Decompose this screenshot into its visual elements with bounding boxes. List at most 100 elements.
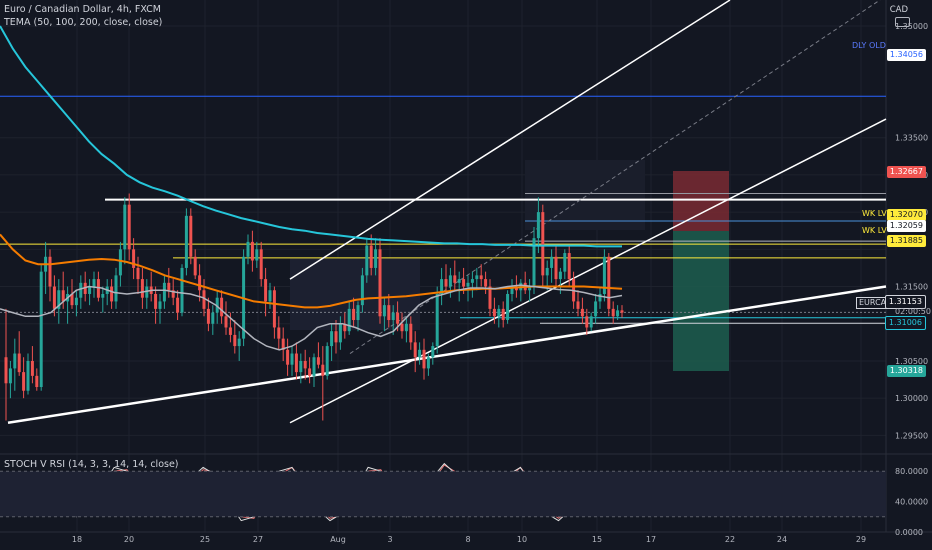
candle-body [475,275,479,280]
candle-body [114,275,118,302]
osc-tick-label: 40.0000 [895,498,928,507]
candle-body [536,212,540,239]
candle-body [118,249,122,276]
candle-body [70,293,74,306]
wk-lv-text-2: WK LV [862,226,887,235]
candle-body [492,308,496,317]
candle-body [435,293,439,347]
price-tick-label: 1.30000 [895,394,928,403]
candle-body [211,312,215,324]
candle-body [338,323,342,343]
candle-body [321,364,325,376]
candle-body [369,245,373,268]
price-tick-label: 1.33500 [895,134,928,143]
candle-body [312,357,316,376]
candle-body [330,331,334,347]
candle-body [246,241,250,257]
oscillator-legend: STOCH V RSI (14, 3, 3, 14, 14, close) [4,459,179,470]
candle-body [567,253,571,280]
candle-body [550,256,554,268]
horizontal-levels [0,95,886,324]
candle-body [189,215,193,257]
candle-body [602,256,606,294]
candle-body [193,256,197,276]
candle-body [171,290,175,298]
candle-body [462,279,466,287]
candle-body [422,349,426,369]
candle-body [374,249,378,268]
candle-body [259,249,263,280]
candle-body [431,346,435,358]
time-tick-label: 22 [725,535,735,544]
candle-body [224,316,228,328]
price-label-32059: 1.32059 [886,220,926,232]
osc-band [0,471,886,517]
candle-body [272,290,276,328]
candle-body [356,305,360,321]
price-tick-label: 1.29500 [895,431,928,440]
wk-lv-text-1: WK LV [862,209,887,218]
candle-body [35,375,39,388]
candle-body [101,293,105,298]
candle-body [48,256,52,287]
wk-lv-price-label-2: 1.31885 [886,235,926,247]
candle-body [228,327,232,335]
candle-body [264,279,268,302]
candle-body [396,312,400,324]
candle-body [83,282,87,294]
candle-body [180,267,184,313]
currency-settings-icon[interactable] [895,17,910,27]
candle-body [162,282,166,302]
candle-body [558,271,562,280]
last-price-label: 1.31153 [884,295,926,309]
shaded-box-2 [525,160,645,230]
candle-body [334,331,338,343]
candle-body [96,279,100,298]
time-tick-label: 3 [387,535,392,544]
candle-body [286,349,290,365]
candle-body [158,301,162,309]
candle-body [545,267,549,276]
candle-body [400,323,404,332]
candle-body [444,279,448,287]
candle-body [488,286,492,309]
trendlines [7,0,887,424]
axis-separators [0,0,932,533]
candle-body [528,286,532,291]
target-price-label: 1.31006 [884,316,926,330]
candle-body [453,275,457,283]
take-profit-price-label: 1.30318 [886,365,926,377]
candle-body [281,338,285,350]
candle-body [541,212,545,276]
candle-body [237,338,241,347]
chart-title: Euro / Canadian Dollar, 4h, FXCM [4,4,161,15]
candle-body [611,308,615,317]
candle-body [154,293,158,309]
currency-label: CAD [889,5,908,15]
candle-body [594,301,598,317]
candle-body [510,286,514,294]
osc-tick-label: 80.0000 [895,467,928,476]
time-tick-label: 20 [124,535,134,544]
candle-body [360,275,364,306]
candle-body [409,323,413,343]
osc-tick-label: 0.0000 [895,528,923,537]
candle-body [303,360,307,369]
candle-body [308,368,312,376]
candle-body [290,353,294,365]
candle-body [563,253,567,272]
candle-body [479,275,483,280]
candle-body [580,308,584,317]
high-price-label: 1.32667 [886,166,926,178]
time-tick-label: 10 [517,535,527,544]
candle-body [39,271,43,388]
tema-50-line [0,284,623,351]
price-tick-label: 1.30500 [895,357,928,366]
candle-body [457,279,461,283]
candle-body [501,308,505,321]
candle-body [30,360,34,376]
candle-body [294,353,298,373]
candle-body [607,256,611,309]
